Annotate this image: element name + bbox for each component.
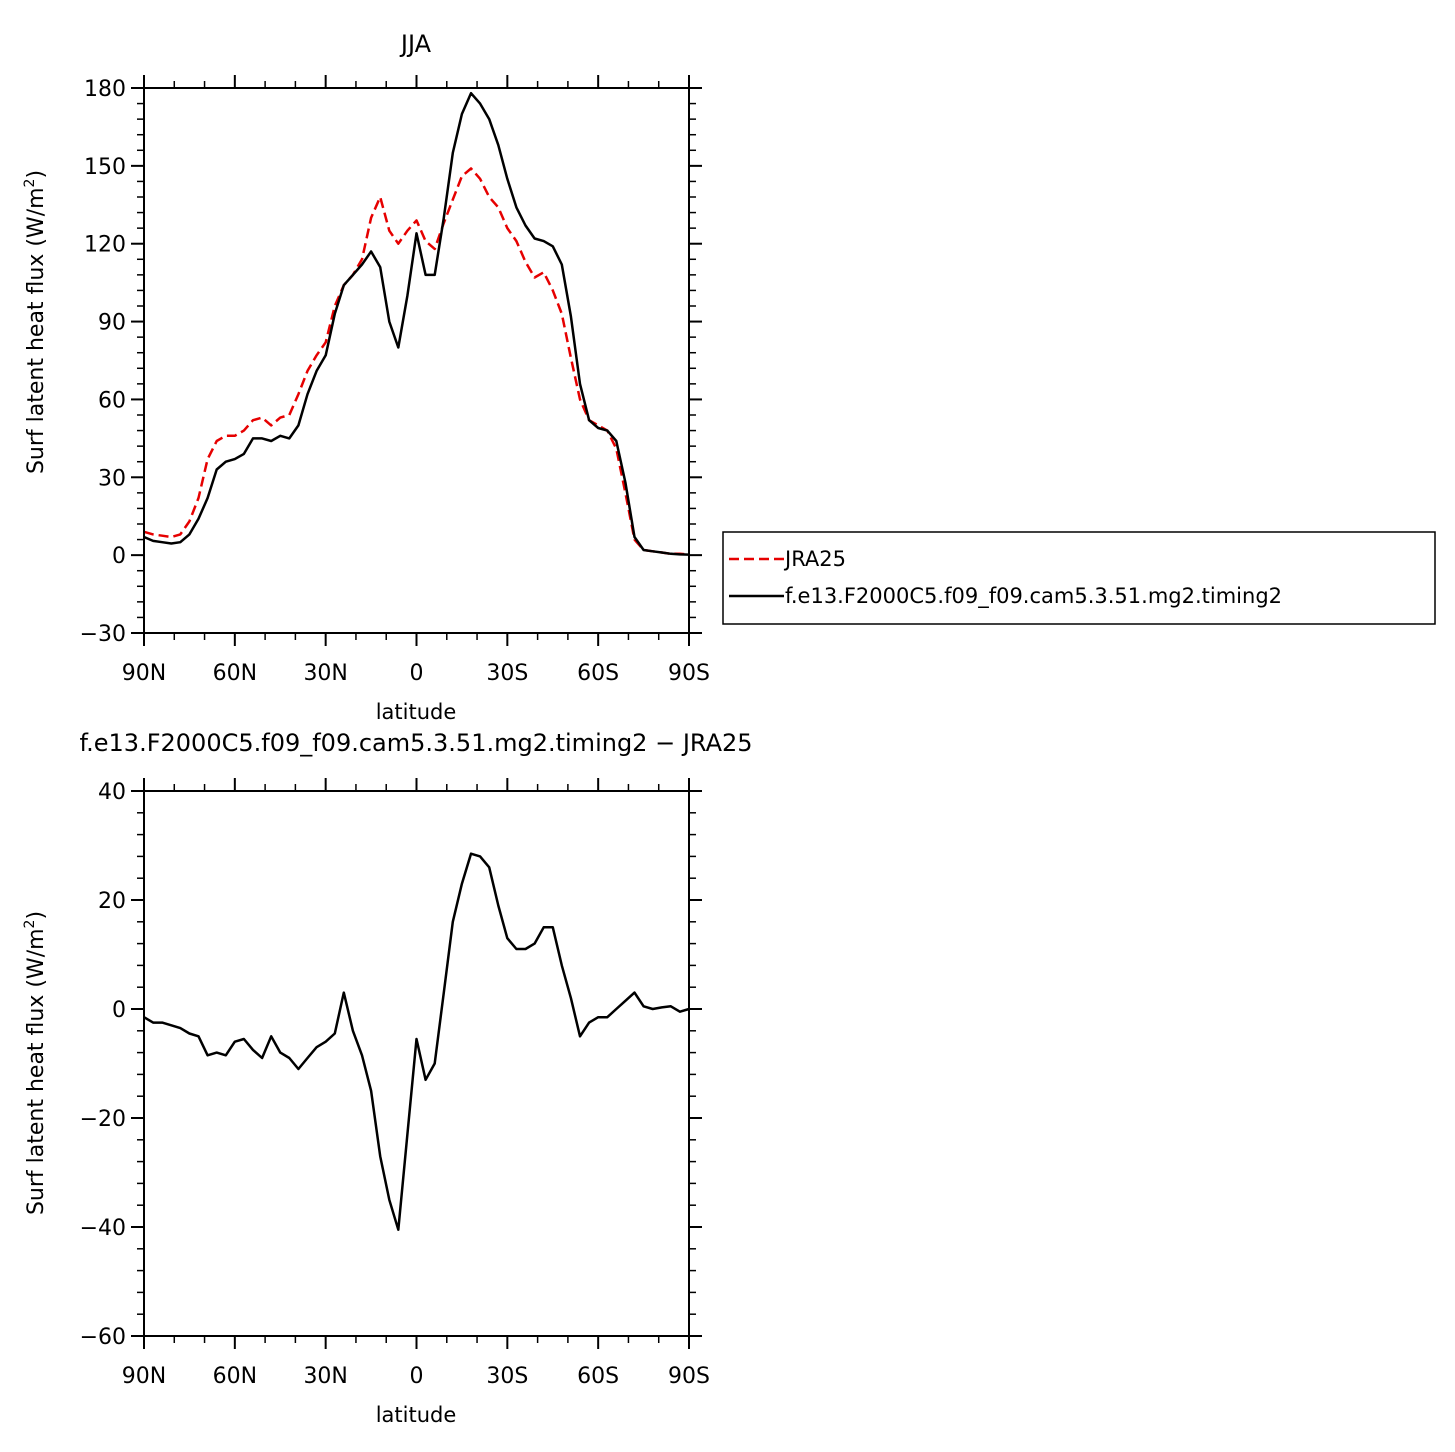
x-tick-label: 30S bbox=[486, 661, 528, 686]
top-lines-layer bbox=[143, 91, 690, 556]
y-tick-label: 30 bbox=[98, 466, 126, 491]
top-y-axis-label-close: ) bbox=[24, 170, 49, 179]
bottom-y-axis-label: Surf latent heat flux (W/m2) bbox=[22, 911, 49, 1215]
bottom-y-axis-label-sup: 2 bbox=[22, 920, 38, 929]
top-axes-layer: −30 0 30 60 90 120 150 180 90N 60N 30N 0 30S 60S 90S bbox=[80, 75, 710, 686]
y-tick-label: 150 bbox=[84, 155, 126, 180]
legend-box bbox=[722, 531, 1436, 625]
y-tick-label: −40 bbox=[80, 1216, 126, 1241]
series-line-1-0 bbox=[143, 852, 690, 1231]
bottom-axes-layer: −60 −40 −20 0 20 40 90N 60N 30N 0 30S 60S 90S bbox=[80, 778, 710, 1389]
y-tick-label: −30 bbox=[80, 622, 126, 647]
x-tick-label: 30N bbox=[303, 1364, 347, 1389]
plot-frame bbox=[143, 790, 690, 1337]
x-tick-label: 30N bbox=[303, 661, 347, 686]
top-x-axis-label: latitude bbox=[376, 700, 457, 724]
y-tick-label: 180 bbox=[84, 77, 126, 102]
legend-label-jra25: JRA25 bbox=[783, 547, 846, 571]
x-tick-label: 60N bbox=[213, 1364, 257, 1389]
x-tick-label: 60N bbox=[213, 661, 257, 686]
series-line-0-0 bbox=[143, 167, 690, 556]
x-tick-label: 90N bbox=[122, 1364, 166, 1389]
x-tick-label: 0 bbox=[410, 1364, 424, 1389]
y-tick-label: 20 bbox=[98, 889, 126, 914]
y-tick-label: 40 bbox=[98, 780, 126, 805]
legend: JRA25 f.e13.F2000C5.f09_f09.cam5.3.51.mg… bbox=[722, 531, 1436, 625]
bottom-panel: f.e13.F2000C5.f09_f09.cam5.3.51.mg2.timi… bbox=[22, 729, 753, 1427]
series-line-0-1 bbox=[143, 91, 690, 556]
top-y-axis-label: Surf latent heat flux (W/m2) bbox=[22, 170, 49, 474]
x-tick-label: 0 bbox=[410, 661, 424, 686]
bottom-y-axis-label-close: ) bbox=[24, 911, 49, 920]
x-tick-label: 90S bbox=[668, 1364, 710, 1389]
y-tick-label: 0 bbox=[112, 544, 126, 569]
x-tick-label: 60S bbox=[577, 1364, 619, 1389]
plot-frame bbox=[143, 87, 690, 634]
bottom-y-axis-label-main: Surf latent heat flux (W/m bbox=[24, 928, 49, 1215]
bottom-x-axis-label: latitude bbox=[376, 1403, 457, 1427]
top-y-axis-label-main: Surf latent heat flux (W/m bbox=[24, 187, 49, 474]
y-tick-label: 120 bbox=[84, 233, 126, 258]
y-tick-label: 60 bbox=[98, 388, 126, 413]
y-tick-label: −20 bbox=[80, 1107, 126, 1132]
y-tick-label: −60 bbox=[80, 1325, 126, 1350]
x-tick-label: 90N bbox=[122, 661, 166, 686]
y-tick-label: 0 bbox=[112, 998, 126, 1023]
top-chart-title: JJA bbox=[399, 30, 432, 58]
x-tick-label: 90S bbox=[668, 661, 710, 686]
top-panel: JJA −30 0 30 60 90 120 150 180 90N 60N 30N 0 30S 60S 9… bbox=[22, 30, 1436, 724]
x-tick-label: 30S bbox=[486, 1364, 528, 1389]
top-y-axis-label-sup: 2 bbox=[22, 179, 38, 188]
x-tick-label: 60S bbox=[577, 661, 619, 686]
y-tick-label: 90 bbox=[98, 311, 126, 336]
bottom-chart-title: f.e13.F2000C5.f09_f09.cam5.3.51.mg2.timi… bbox=[79, 729, 752, 757]
legend-label-model: f.e13.F2000C5.f09_f09.cam5.3.51.mg2.timi… bbox=[785, 584, 1282, 609]
bottom-lines-layer bbox=[143, 852, 690, 1231]
